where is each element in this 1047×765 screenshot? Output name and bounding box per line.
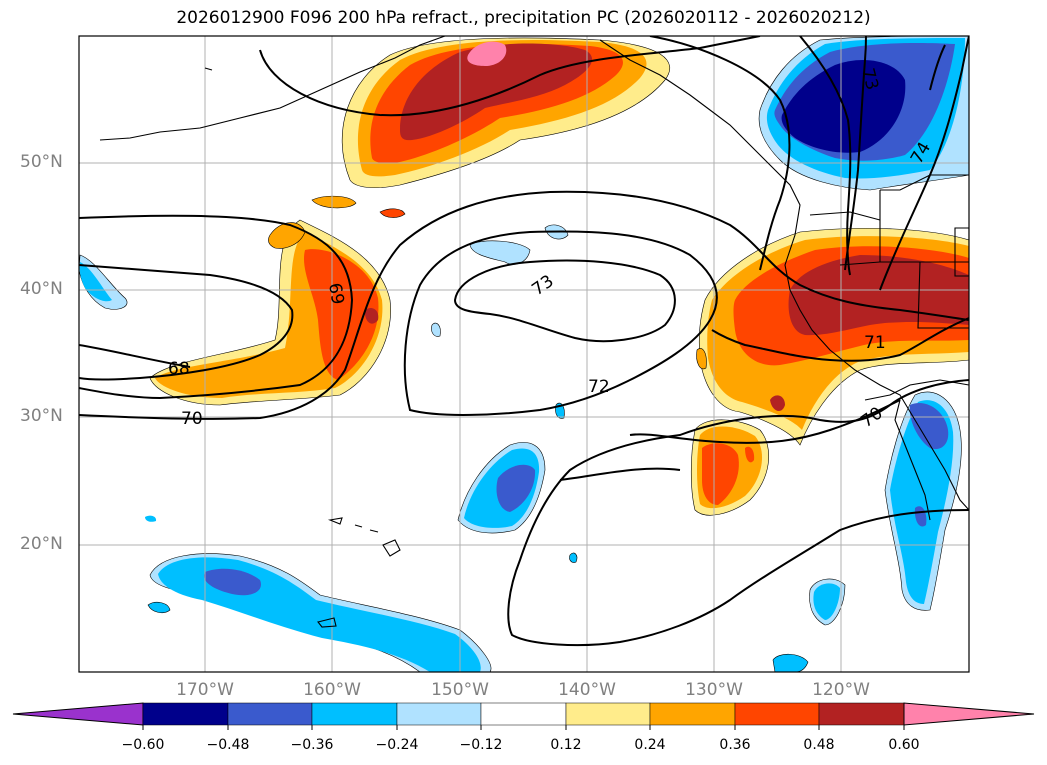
map-frame: [78, 35, 970, 673]
colorbar-segment: [734, 702, 820, 726]
colorbar-segment: [227, 702, 313, 726]
lat-label-40n: 40°N: [20, 279, 63, 299]
precip-positive-central-pacific: [149, 219, 391, 406]
lon-label-160w: 160°W: [303, 680, 361, 700]
precip-positive-gulf-alaska: [311, 37, 670, 218]
refractivity-contours: [79, 36, 969, 647]
colorbar-tick-label: −0.36: [290, 737, 334, 753]
precip-negative-southwest: [79, 254, 846, 672]
map-gridlines: [79, 36, 969, 672]
precip-negative-mexico: [884, 391, 962, 611]
colorbar-tick-label: 0.24: [634, 737, 666, 753]
contour-label-70: 70: [181, 409, 203, 429]
contour-label-69: 69: [324, 281, 347, 306]
contour-label-68: 68: [168, 359, 190, 379]
colorbar-segment: [311, 702, 398, 726]
colorbar-tick-label: 0.36: [719, 737, 751, 753]
colorbar-extend-left: [12, 702, 144, 726]
colorbar-tick-label: −0.60: [121, 737, 165, 753]
colorbar-segment: [565, 702, 651, 726]
map-title: 2026012900 F096 200 hPa refract., precip…: [176, 8, 871, 28]
precip-positive-california: [690, 227, 969, 516]
colorbar-segment: [142, 702, 229, 726]
colorbar-extend-right: [903, 702, 1035, 726]
lon-label-130w: 130°W: [685, 680, 743, 700]
colorbar-tick-label: −0.24: [375, 737, 419, 753]
colorbar-segment: [649, 702, 736, 726]
colorbar-tick-label: −0.48: [206, 737, 250, 753]
colorbar-tick-label: 0.60: [888, 737, 920, 753]
lat-label-20n: 20°N: [20, 534, 63, 554]
precip-negative-northwest: [758, 36, 969, 191]
colorbar-tick-label: 0.48: [803, 737, 835, 753]
map-plot-area: 68 69 70 72 73 71 70 74 73: [79, 36, 969, 672]
lon-label-170w: 170°W: [176, 680, 234, 700]
precip-negative-subtropical: [431, 224, 578, 563]
lon-label-140w: 140°W: [558, 680, 616, 700]
colorbar: [12, 702, 1035, 730]
colorbar-segment: [480, 702, 567, 726]
lat-label-30n: 30°N: [20, 406, 63, 426]
colorbar-segment: [396, 702, 482, 726]
contour-label-71: 71: [864, 333, 886, 353]
colorbar-segment: [818, 702, 905, 726]
colorbar-tick-label: 0.12: [550, 737, 582, 753]
lon-label-120w: 120°W: [812, 680, 870, 700]
lon-label-150w: 150°W: [431, 680, 489, 700]
contour-label-72: 72: [588, 377, 610, 397]
colorbar-tick-label: −0.12: [459, 737, 503, 753]
lat-label-50n: 50°N: [20, 152, 63, 172]
